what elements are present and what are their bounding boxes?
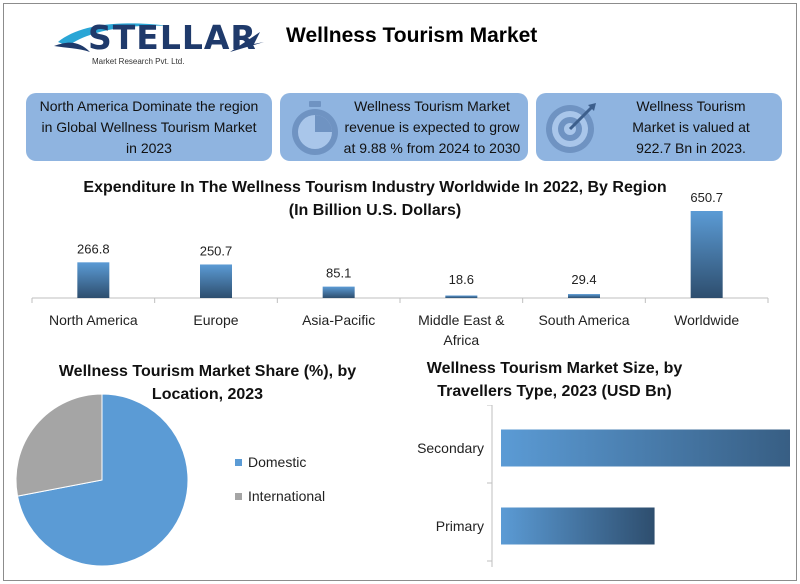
info-card-growth: Wellness Tourism Market revenue is expec… bbox=[280, 93, 528, 161]
bar-data-label: 29.4 bbox=[571, 272, 596, 287]
hbar bbox=[501, 429, 790, 467]
y-tick-label: Secondary bbox=[417, 440, 484, 456]
info-card-value: Wellness Tourism Market is valued at 922… bbox=[536, 93, 782, 161]
x-tick-label: South America bbox=[538, 312, 629, 328]
bar-data-label: 85.1 bbox=[326, 266, 351, 281]
brand-tagline: Market Research Pvt. Ltd. bbox=[92, 57, 185, 66]
x-tick-label: North America bbox=[49, 312, 138, 328]
regional-expenditure-bar-chart: 266.8 North America 250.7 Europe 85.1 Asia-Pa… bbox=[31, 190, 769, 348]
legend-domestic: Domestic bbox=[235, 454, 306, 470]
pie-chart-title: Wellness Tourism Market Share (%), by Lo… bbox=[58, 363, 357, 403]
page-title: Wellness Tourism Market bbox=[286, 24, 538, 47]
hbar-chart-title: Wellness Tourism Market Size, by Travell… bbox=[426, 360, 683, 400]
legend-swatch-domestic bbox=[235, 458, 242, 466]
bar-data-label: 266.8 bbox=[77, 241, 110, 256]
x-tick-label-cont: Africa bbox=[443, 332, 479, 348]
bar-data-label: 250.7 bbox=[200, 243, 233, 258]
info-card-value-text: Wellness Tourism Market is valued at 922… bbox=[632, 98, 750, 156]
legend-swatch-international bbox=[235, 492, 242, 500]
bar bbox=[445, 295, 478, 298]
y-tick-label: Primary bbox=[436, 518, 484, 534]
bar bbox=[77, 262, 110, 298]
stellar-logo: STELLAR Market Research Pvt. Ltd. bbox=[50, 12, 280, 74]
info-card-growth-text: Wellness Tourism Market revenue is expec… bbox=[343, 98, 521, 156]
pie-slice-domestic bbox=[16, 393, 189, 567]
location-share-pie-chart bbox=[15, 393, 189, 567]
x-tick-label: Middle East & bbox=[418, 312, 505, 328]
hbar bbox=[501, 507, 655, 545]
travellers-type-bar-chart: Secondary Primary bbox=[417, 405, 790, 567]
x-tick-label: Asia-Pacific bbox=[302, 312, 375, 328]
x-tick-label: Worldwide bbox=[674, 312, 739, 328]
x-tick-label: Europe bbox=[193, 312, 238, 328]
stopwatch-icon bbox=[292, 101, 338, 155]
legend-label-international: International bbox=[248, 488, 326, 504]
info-card-region-text: North America Dominate the region in Glo… bbox=[39, 98, 259, 156]
legend-international: International bbox=[235, 488, 325, 504]
bar-data-label: 18.6 bbox=[449, 272, 474, 287]
bar bbox=[322, 286, 355, 298]
logo-swoosh-icon bbox=[54, 23, 264, 52]
pie-slice-international bbox=[15, 393, 103, 497]
target-icon bbox=[546, 103, 596, 153]
bar bbox=[690, 211, 723, 298]
infographic-frame bbox=[3, 3, 797, 581]
brand-name: STELLAR bbox=[88, 18, 257, 57]
bar bbox=[200, 264, 232, 298]
bar bbox=[568, 294, 600, 298]
bar-data-label: 650.7 bbox=[690, 190, 723, 205]
legend-label-domestic: Domestic bbox=[248, 454, 307, 470]
info-card-region: North America Dominate the region in Glo… bbox=[26, 93, 272, 161]
bar-chart-title: Expenditure In The Wellness Tourism Indu… bbox=[83, 179, 667, 219]
